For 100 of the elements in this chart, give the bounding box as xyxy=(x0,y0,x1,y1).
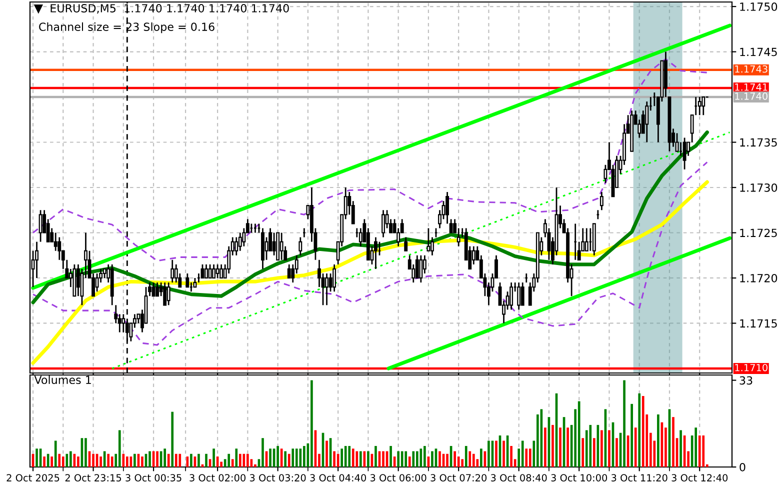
bar xyxy=(672,417,674,467)
candlestick xyxy=(510,282,514,310)
bar xyxy=(288,454,290,467)
x-tick-label: 3 Oct 03:20 xyxy=(250,474,306,482)
bar xyxy=(608,430,610,467)
bar xyxy=(488,440,490,467)
x-tick-label: 2 Oct 23:15 xyxy=(65,474,122,482)
bar xyxy=(528,448,532,467)
candlestick xyxy=(174,264,178,284)
bar xyxy=(36,448,38,467)
bar xyxy=(284,451,287,467)
candlestick xyxy=(638,118,642,138)
bar xyxy=(212,448,215,467)
y-tick-label: 1.1745 xyxy=(740,48,777,56)
candlestick xyxy=(186,272,190,288)
candlestick xyxy=(287,264,291,279)
bar xyxy=(464,446,468,467)
bar xyxy=(231,459,234,467)
bar xyxy=(148,451,151,467)
bar xyxy=(62,456,64,467)
bar xyxy=(657,414,660,467)
bar xyxy=(566,428,569,467)
line-series xyxy=(31,130,709,304)
bar xyxy=(126,456,128,467)
y-tick-label: 0 xyxy=(740,462,746,472)
y-tick-label: 1.1720 xyxy=(740,274,778,282)
x-tick-label: 3 Oct 10:00 xyxy=(551,474,608,482)
chart-title: Volumes 1 xyxy=(34,375,91,384)
candlestick xyxy=(272,232,276,256)
bar xyxy=(242,454,246,467)
bar xyxy=(404,451,408,467)
ref-line-label: 1.1740 xyxy=(735,92,768,100)
candlestick xyxy=(95,272,99,292)
bar xyxy=(642,396,644,467)
bar xyxy=(100,456,102,467)
bar xyxy=(295,448,298,467)
candlestick xyxy=(102,268,106,279)
candlestick xyxy=(170,259,174,284)
bar xyxy=(235,448,238,467)
bar xyxy=(446,454,448,467)
bar xyxy=(77,456,80,467)
candlestick xyxy=(216,264,220,279)
bar xyxy=(246,454,249,467)
y-tick-label: 1.1725 xyxy=(740,228,777,238)
bar xyxy=(390,446,392,467)
candlestick xyxy=(234,236,238,256)
candlestick xyxy=(156,282,160,297)
candlestick xyxy=(152,282,156,297)
bar xyxy=(340,448,343,467)
bar xyxy=(171,412,174,467)
bar xyxy=(174,454,178,467)
bar xyxy=(356,451,358,467)
x-tick-label: 3 Oct 06:00 xyxy=(370,474,426,482)
candlestick xyxy=(238,232,242,252)
bar xyxy=(374,446,377,467)
candlestick xyxy=(332,264,336,292)
candlestick xyxy=(422,254,426,274)
bar xyxy=(578,401,580,467)
bar xyxy=(680,430,682,467)
bar xyxy=(326,440,328,467)
candlestick xyxy=(675,132,679,152)
x-tick-label: 3 Oct 04:40 xyxy=(310,474,366,482)
bar xyxy=(438,451,441,467)
candlestick xyxy=(517,282,521,310)
bar xyxy=(276,446,279,467)
bar xyxy=(156,451,158,467)
y-tick-label: 1.1750 xyxy=(740,2,778,11)
bar xyxy=(299,448,302,467)
candlestick xyxy=(426,228,430,252)
bar xyxy=(638,393,641,467)
candlestick xyxy=(682,137,686,170)
candlestick xyxy=(328,272,332,292)
bar xyxy=(502,440,505,467)
candlestick xyxy=(220,264,224,279)
y-tick-label: 1.1735 xyxy=(740,138,777,147)
bar xyxy=(228,454,230,467)
bar xyxy=(333,451,336,467)
bar xyxy=(559,428,562,467)
bar xyxy=(292,448,294,467)
candlestick xyxy=(419,254,423,284)
bar xyxy=(70,451,72,467)
bar xyxy=(359,451,362,467)
bar xyxy=(310,380,313,467)
x-tick-label: 3 Oct 00:35 xyxy=(126,474,182,482)
bar xyxy=(382,451,384,467)
bar xyxy=(43,456,46,467)
candlestick xyxy=(698,96,702,116)
bar xyxy=(472,454,475,467)
x-tick-label: 2 Oct 2025 xyxy=(6,474,60,482)
candlestick xyxy=(584,228,588,252)
ref-line-label: 1.1743 xyxy=(735,65,768,73)
bar xyxy=(66,454,68,467)
bar xyxy=(412,451,415,467)
candlestick xyxy=(520,282,524,306)
candlestick xyxy=(604,164,608,184)
bar xyxy=(198,454,200,467)
bar xyxy=(698,435,701,467)
candlestick xyxy=(325,272,328,306)
bar xyxy=(408,456,411,467)
x-tick-label: 3 Oct 02:00 xyxy=(190,474,246,482)
